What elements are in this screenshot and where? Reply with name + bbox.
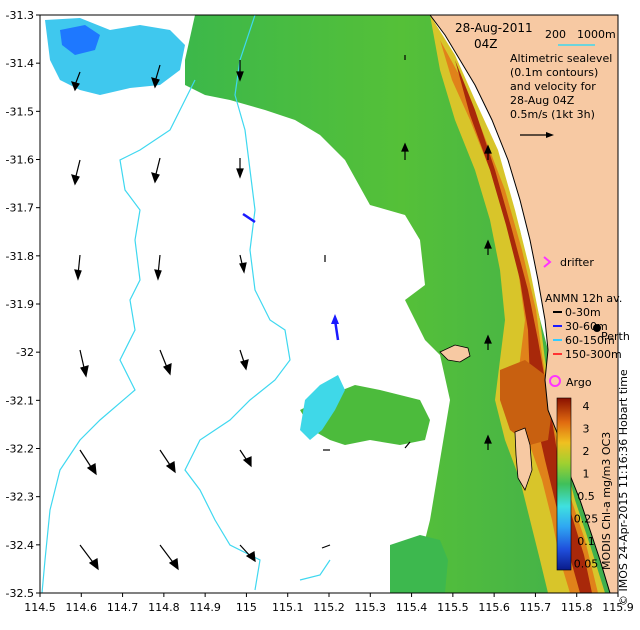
credit-text: © IMOS 24-Apr-2015 11:16:36 Hobart time xyxy=(617,369,630,606)
y-tick-label: -32.2 xyxy=(6,443,34,456)
y-tick-label: -31.9 xyxy=(6,298,34,311)
y-tick-label: -32.4 xyxy=(6,539,34,552)
y-tick-label: -31.7 xyxy=(6,202,34,215)
bathymetry-contours xyxy=(41,15,331,593)
svg-text:ANMN 12h av.: ANMN 12h av. xyxy=(545,292,622,305)
x-axis: 114.5 114.6 114.7 114.8 114.9 115 115.1 115.2 11… xyxy=(24,593,634,614)
x-tick-label: 115.5 xyxy=(437,601,469,614)
x-tick-label: 114.6 xyxy=(66,601,98,614)
svg-text:(0.1m contours): (0.1m contours) xyxy=(510,66,598,79)
svg-text:and velocity for: and velocity for xyxy=(510,80,596,93)
x-tick-label: 115.9 xyxy=(602,601,634,614)
y-tick-label: -31.6 xyxy=(6,154,34,167)
colorbar-tick-label: 0.5 xyxy=(577,490,595,503)
y-tick-label: -31.5 xyxy=(6,105,34,118)
colorbar-tick-label: 4 xyxy=(583,400,590,413)
x-tick-label: 115.2 xyxy=(313,601,345,614)
map-date: 28-Aug-2011 xyxy=(455,21,533,35)
perth-marker: Perth xyxy=(593,324,630,343)
chlorophyll-estuary-patch xyxy=(500,360,552,445)
y-tick-label: -32 xyxy=(16,346,34,359)
altimetry-legend: Altimetric sealevel (0.1m contours) and … xyxy=(510,52,612,138)
x-tick-label: 114.5 xyxy=(24,601,56,614)
colorbar-tick-label: 0.25 xyxy=(574,513,599,526)
chlorophyll-low-patch-nw-blue xyxy=(60,25,100,55)
svg-text:0-30m: 0-30m xyxy=(565,306,601,319)
garden-island xyxy=(514,427,533,491)
rottnest-island xyxy=(439,344,471,363)
svg-text:0.5m/s (1kt 3h): 0.5m/s (1kt 3h) xyxy=(510,108,595,121)
svg-text:Perth: Perth xyxy=(601,330,630,343)
y-tick-label: -32.3 xyxy=(6,491,34,504)
svg-text:Altimetric sealevel: Altimetric sealevel xyxy=(510,52,612,65)
colorbar-tick-label: 0.1 xyxy=(577,535,595,548)
x-tick-label: 115.8 xyxy=(561,601,593,614)
y-tick-label: -31.3 xyxy=(6,9,34,22)
y-tick-label: -31.4 xyxy=(6,57,34,70)
colorbar-tick-label: 3 xyxy=(583,423,590,436)
argo-legend: Argo xyxy=(549,375,592,389)
y-tick-label: -31.8 xyxy=(6,250,34,263)
svg-text:Argo: Argo xyxy=(566,376,592,389)
y-axis: -31.3 -31.4 -31.5 -31.6 -31.7 -31.8 -31.9 -32 -3… xyxy=(6,9,40,600)
colorbar-tick-label: 1 xyxy=(583,468,590,481)
scale-left-label: 200 xyxy=(545,28,566,41)
map-time: 04Z xyxy=(474,37,498,51)
colorbar-title: MODIS Chl-a mg/m3 OC3 xyxy=(600,432,613,570)
chlorophyll-green-south-patch xyxy=(390,535,448,593)
x-tick-label: 115.6 xyxy=(478,601,510,614)
colorbar-tick-label: 2 xyxy=(583,445,590,458)
x-tick-label: 115.4 xyxy=(396,601,428,614)
scale-right-label: 1000m xyxy=(577,28,616,41)
svg-text:28-Aug 04Z: 28-Aug 04Z xyxy=(510,94,575,107)
velocity-vectors xyxy=(71,55,492,571)
colorbar: 4 3 2 1 0.5 0.25 0.1 0.05 xyxy=(556,397,599,571)
y-tick-label: -32.1 xyxy=(6,394,34,407)
mooring-arrows xyxy=(242,212,340,341)
svg-text:drifter: drifter xyxy=(560,256,594,269)
x-tick-label: 115.7 xyxy=(520,601,552,614)
x-tick-label: 114.8 xyxy=(148,601,180,614)
coastline xyxy=(429,15,611,593)
colorbar-tick-label: 0.05 xyxy=(574,558,599,571)
x-tick-label: 115.3 xyxy=(355,601,387,614)
x-tick-label: 114.7 xyxy=(107,601,139,614)
drifter-legend: drifter xyxy=(543,256,594,269)
x-tick-label: 115 xyxy=(236,601,257,614)
x-tick-label: 114.9 xyxy=(189,601,221,614)
svg-text:150-300m: 150-300m xyxy=(565,348,622,361)
y-tick-label: -32.5 xyxy=(6,587,34,600)
svg-text:60-150m: 60-150m xyxy=(565,334,615,347)
x-tick-label: 115.1 xyxy=(272,601,304,614)
chlorophyll-low-patch-central xyxy=(300,375,345,440)
